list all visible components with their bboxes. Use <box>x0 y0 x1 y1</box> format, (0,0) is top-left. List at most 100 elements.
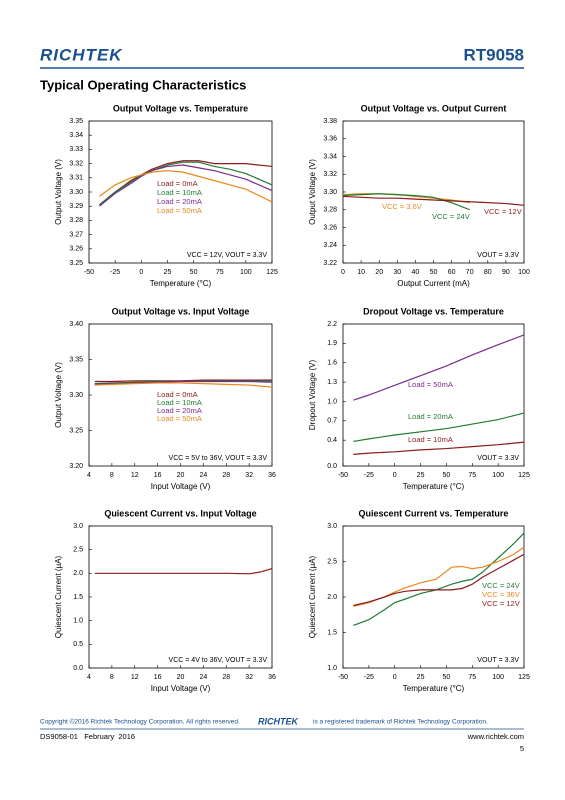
y-tick-label: 3.34 <box>323 153 337 160</box>
trademark: is a registered trademark of Richtek Tec… <box>313 719 488 726</box>
x-tick-label: 28 <box>222 472 230 479</box>
y-tick-label: 3.27 <box>69 231 83 238</box>
plot-frame <box>342 120 525 264</box>
plot-frame <box>342 323 525 467</box>
x-tick-label: -50 <box>84 269 94 276</box>
chart-title: Output Voltage vs. Output Current <box>361 103 507 113</box>
x-tick-label: 0 <box>341 269 345 276</box>
legend-label: VCC = 24V <box>482 581 520 590</box>
x-axis-label: Temperature (°C) <box>403 684 465 693</box>
y-tick-label: 3.30 <box>69 392 83 399</box>
y-tick-label: 1.3 <box>327 379 337 386</box>
y-tick-label: 0.4 <box>327 437 337 444</box>
series-line <box>99 164 273 207</box>
x-tick-label: 40 <box>412 269 420 276</box>
x-tick-label: 125 <box>518 674 530 681</box>
x-tick-label: 32 <box>245 674 253 681</box>
x-axis-label: Output Current (mA) <box>397 279 470 288</box>
chart-title: Output Voltage vs. Input Voltage <box>112 306 250 316</box>
y-tick-label: 3.33 <box>69 146 83 153</box>
x-tick-label: 0 <box>393 472 397 479</box>
x-tick-label: 0 <box>393 674 397 681</box>
series-line <box>353 532 525 626</box>
x-tick-label: 70 <box>466 269 474 276</box>
x-tick-label: 100 <box>240 269 252 276</box>
legend-label: VCC = 12V <box>484 207 522 216</box>
x-tick-label: -25 <box>364 674 374 681</box>
legend-label: Load = 20mA <box>157 197 202 206</box>
x-tick-label: -25 <box>110 269 120 276</box>
legend-label: Load = 50mA <box>157 206 202 215</box>
series-line <box>353 412 525 443</box>
legend-label: Load = 0mA <box>157 390 198 399</box>
x-tick-label: 24 <box>199 674 207 681</box>
x-tick-label: 60 <box>448 269 456 276</box>
legend-label: VCC = 3.6V <box>382 202 422 211</box>
x-tick-label: 50 <box>443 472 451 479</box>
x-tick-label: 25 <box>164 269 172 276</box>
y-tick-label: 3.28 <box>323 207 337 214</box>
y-tick-label: 3.22 <box>323 260 337 267</box>
chart-title: Quiescent Current vs. Input Voltage <box>104 508 256 518</box>
part-number: RT9058 <box>464 45 524 64</box>
y-tick-label: 1.0 <box>327 665 337 672</box>
y-axis-label: Dropout Voltage (V) <box>308 360 317 431</box>
legend-label: Load = 50mA <box>157 414 202 423</box>
legend-label: Load = 10mA <box>157 188 202 197</box>
section-title: Typical Operating Characteristics <box>40 77 246 92</box>
y-tick-label: 0.7 <box>327 418 337 425</box>
x-tick-label: 28 <box>222 674 230 681</box>
y-tick-label: 3.30 <box>69 189 83 196</box>
x-tick-label: 75 <box>468 472 476 479</box>
y-tick-label: 3.28 <box>69 217 83 224</box>
series-line <box>99 160 273 206</box>
x-tick-label: 100 <box>518 269 530 276</box>
y-tick-label: 0.0 <box>327 463 337 470</box>
legend-label: Load = 0mA <box>157 179 198 188</box>
legend-label: VCC = 24V <box>432 212 470 221</box>
x-tick-label: 10 <box>357 269 365 276</box>
series-line <box>99 161 273 206</box>
x-tick-label: 0 <box>139 269 143 276</box>
x-tick-label: 25 <box>417 674 425 681</box>
series-line <box>94 382 273 388</box>
y-tick-label: 3.40 <box>69 321 83 328</box>
y-tick-label: 3.35 <box>69 118 83 125</box>
annotation: VCC = 4V to 36V, VOUT = 3.3V <box>169 657 268 664</box>
y-tick-label: 3.0 <box>73 523 83 530</box>
y-axis-label: Output Voltage (V) <box>54 362 63 428</box>
x-tick-label: 4 <box>87 674 91 681</box>
x-tick-label: 24 <box>199 472 207 479</box>
y-axis-label: Output Voltage (V) <box>54 159 63 225</box>
x-axis-label: Input Voltage (V) <box>151 482 211 491</box>
x-tick-label: 8 <box>110 674 114 681</box>
y-tick-label: 3.26 <box>323 224 337 231</box>
x-axis-label: Temperature (°C) <box>150 279 212 288</box>
y-tick-label: 3.25 <box>69 427 83 434</box>
x-tick-label: 90 <box>502 269 510 276</box>
y-tick-label: 1.0 <box>73 618 83 625</box>
y-tick-label: 3.30 <box>323 189 337 196</box>
legend-label: Load = 10mA <box>157 398 202 407</box>
x-tick-label: 125 <box>518 472 530 479</box>
x-tick-label: 50 <box>443 674 451 681</box>
annotation: VOUT = 3.3V <box>477 657 519 664</box>
x-tick-label: 125 <box>266 269 278 276</box>
series-line <box>99 170 273 203</box>
y-tick-label: 3.20 <box>69 463 83 470</box>
series-line <box>353 334 525 401</box>
legend-label: Load = 50mA <box>408 380 453 389</box>
x-tick-label: 50 <box>190 269 198 276</box>
y-tick-label: 2.2 <box>327 321 337 328</box>
y-tick-label: 3.36 <box>323 136 337 143</box>
footer-logo: RICHTEK <box>258 716 299 726</box>
y-axis-label: Quiescent Current (μA) <box>308 555 317 638</box>
website: www.richtek.com <box>467 732 524 741</box>
chart-title: Dropout Voltage vs. Temperature <box>363 306 504 316</box>
y-tick-label: 3.31 <box>69 175 83 182</box>
series-line <box>342 195 525 206</box>
x-tick-label: 20 <box>375 269 383 276</box>
x-tick-label: 75 <box>216 269 224 276</box>
x-tick-label: 75 <box>468 674 476 681</box>
